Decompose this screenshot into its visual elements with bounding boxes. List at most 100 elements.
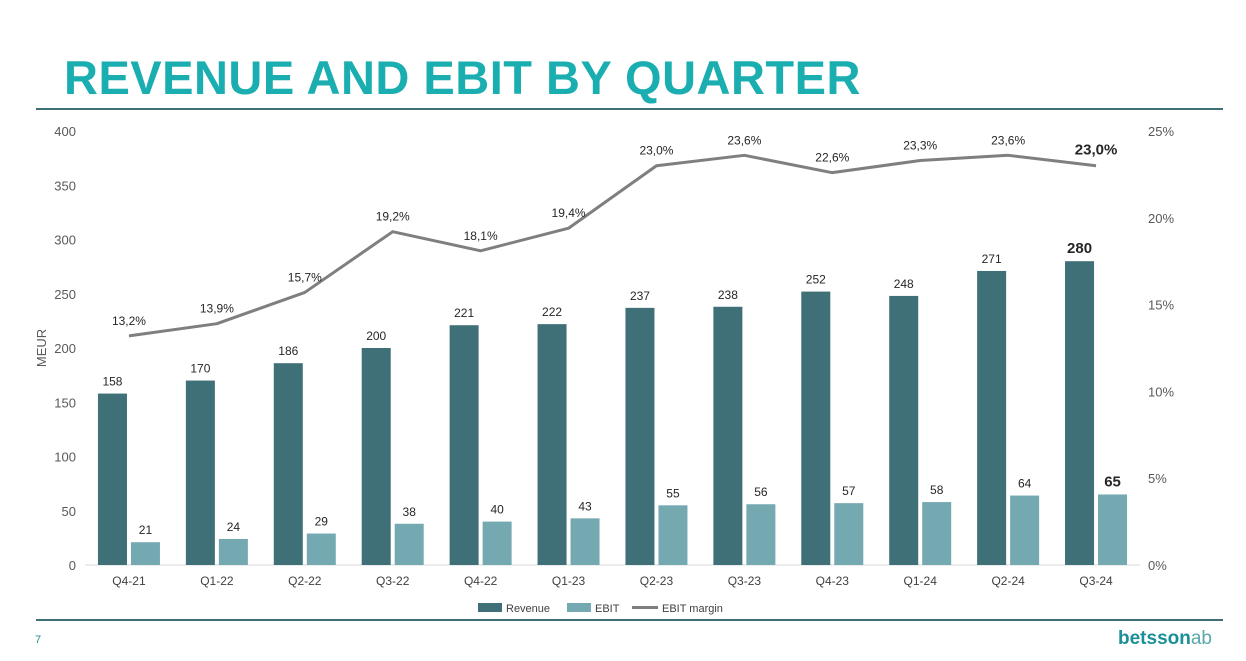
- ebit-value-label: 58: [930, 483, 944, 497]
- revenue-value-label: 271: [982, 252, 1002, 266]
- revenue-value-label: 170: [190, 362, 210, 376]
- y-tick-label: 200: [54, 341, 76, 356]
- ebit-margin-value-label: 23,6%: [727, 133, 761, 147]
- logo-name: betsson: [1118, 628, 1191, 649]
- ebit-margin-value-label: 13,2%: [112, 314, 146, 328]
- revenue-value-label: 280: [1067, 240, 1092, 257]
- ebit-value-label: 64: [1018, 477, 1032, 491]
- ebit-bar: [394, 523, 424, 565]
- x-tick-label: Q3-22: [376, 574, 410, 588]
- revenue-bar: [889, 295, 919, 565]
- ebit-value-label: 38: [403, 505, 417, 519]
- y-tick-label: 100: [54, 450, 76, 465]
- ebit-margin-line: [128, 153, 1097, 338]
- revenue-value-label: 186: [278, 344, 298, 358]
- y2-tick-label: 0%: [1148, 558, 1167, 573]
- ebit-margin-value-label: 13,9%: [200, 302, 234, 316]
- ebit-bar: [922, 502, 952, 565]
- ebit-margin-value-label: 18,1%: [464, 229, 498, 243]
- ebit-bar: [570, 518, 600, 565]
- ebit-bar: [218, 538, 248, 565]
- y2-tick-label: 5%: [1148, 471, 1167, 486]
- legend-ebit-swatch: [567, 603, 591, 612]
- ebit-bar: [834, 503, 864, 565]
- x-tick-label: Q3-24: [1079, 574, 1113, 588]
- legend-revenue-label: Revenue: [506, 603, 550, 615]
- revenue-value-label: 221: [454, 306, 474, 320]
- title-divider: [36, 108, 1223, 110]
- ebit-margin-series: [128, 153, 1097, 338]
- ebit-value-label: 21: [139, 523, 153, 537]
- x-tick-label: Q2-24: [991, 574, 1025, 588]
- x-tick-label: Q2-23: [640, 574, 674, 588]
- ebit-margin-value-label: 19,2%: [376, 210, 410, 224]
- ebit-value-label: 40: [490, 503, 504, 517]
- ebit-bar: [746, 504, 776, 565]
- ebit-value-label: 55: [666, 486, 680, 500]
- ebit-margin-value-label: 23,3%: [903, 139, 937, 153]
- ebit-value-label: 24: [227, 520, 241, 534]
- ebit-value-label: 65: [1104, 473, 1121, 490]
- ebit-bar: [306, 533, 336, 565]
- ebit-margin-value-label: 23,0%: [1075, 142, 1118, 159]
- ebit-margin-value-label: 22,6%: [815, 151, 849, 165]
- betsson-logo: betssonab: [1118, 628, 1212, 650]
- revenue-value-label: 222: [542, 305, 562, 319]
- x-tick-label: Q4-21: [112, 574, 146, 588]
- y-tick-label: 0: [69, 558, 76, 573]
- y-tick-label: 300: [54, 233, 76, 248]
- y-tick-label: 150: [54, 395, 76, 410]
- y2-tick-label: 10%: [1148, 384, 1174, 399]
- ebit-value-label: 29: [315, 515, 329, 529]
- y-tick-label: 250: [54, 287, 76, 302]
- revenue-bar: [801, 291, 831, 565]
- x-tick-label: Q1-24: [904, 574, 938, 588]
- revenue-value-label: 237: [630, 289, 650, 303]
- page-number: 7: [35, 634, 42, 646]
- revenue-value-label: 200: [366, 329, 386, 343]
- ebit-margin-value-label: 19,4%: [552, 206, 586, 220]
- legend-ebit-label: EBIT: [595, 603, 620, 615]
- legend-revenue-swatch: [478, 603, 502, 612]
- legend-margin-label: EBIT margin: [662, 603, 723, 615]
- revenue-bar: [273, 363, 303, 565]
- revenue-value-label: 252: [806, 273, 826, 287]
- chart-legend: Revenue EBIT EBIT margin: [478, 603, 723, 615]
- revenue-value-label: 238: [718, 288, 738, 302]
- ebit-bar: [482, 521, 512, 565]
- right-axis: 0% 5% 10% 15% 20% 25%: [1148, 124, 1174, 573]
- y-axis-label: MEUR: [34, 329, 49, 367]
- x-tick-label: Q2-22: [288, 574, 322, 588]
- revenue-value-label: 158: [102, 375, 122, 389]
- left-axis: 0 50 100 150 200 250 300 350 400: [54, 124, 76, 573]
- ebit-bar: [1010, 495, 1040, 565]
- y-tick-label: 350: [54, 178, 76, 193]
- x-tick-label: Q3-23: [728, 574, 762, 588]
- y2-tick-label: 15%: [1148, 298, 1174, 313]
- y-tick-label: 400: [54, 124, 76, 139]
- ebit-bar: [658, 505, 688, 565]
- y-tick-label: 50: [62, 504, 76, 519]
- ebit-bar: [130, 542, 160, 565]
- logo-suffix: ab: [1190, 628, 1212, 649]
- revenue-bar: [361, 348, 391, 565]
- x-tick-label: Q1-22: [200, 574, 234, 588]
- ebit-bar: [1098, 494, 1128, 565]
- x-tick-label: Q4-23: [816, 574, 850, 588]
- revenue-bar: [977, 270, 1007, 565]
- revenue-bar: [713, 306, 743, 565]
- revenue-bar: [1065, 261, 1095, 565]
- revenue-bar: [449, 325, 479, 565]
- ebit-value-label: 57: [842, 484, 856, 498]
- revenue-bar: [97, 393, 127, 565]
- x-tick-label: Q1-23: [552, 574, 586, 588]
- x-ticks: Q4-21 Q1-22 Q2-22 Q3-22 Q4-22 Q1-23 Q2-23 Q3-23…: [112, 574, 1113, 588]
- x-tick-label: Q4-22: [464, 574, 498, 588]
- revenue-value-label: 248: [894, 277, 914, 291]
- ebit-value-label: 56: [754, 485, 768, 499]
- footer-divider: [36, 619, 1223, 621]
- bars: [97, 261, 1128, 565]
- y2-tick-label: 25%: [1148, 124, 1174, 139]
- revenue-bar: [537, 324, 567, 565]
